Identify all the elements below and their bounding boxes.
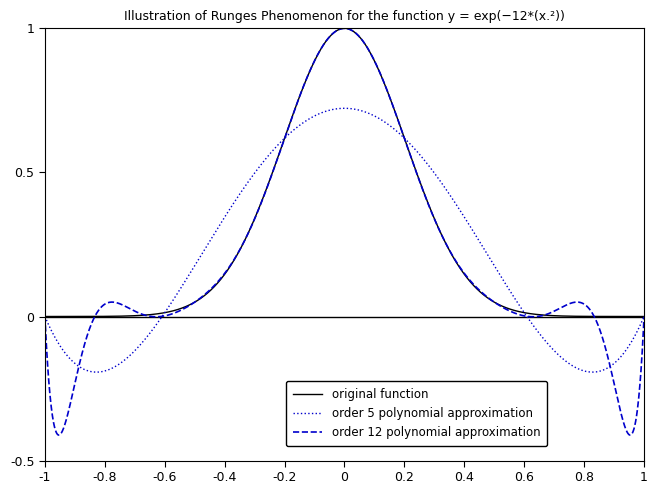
order 5 polynomial approximation: [623, 345, 631, 351]
order 12 polynomial approximation: [341, 25, 349, 31]
order 12 polynomial approximation: [332, 28, 340, 34]
order 12 polynomial approximation: [623, 429, 631, 435]
original function: [72, 314, 80, 320]
Title: Illustration of Runges Phenomenon for the function y = exp(−12*(x.²)): Illustration of Runges Phenomenon for th…: [124, 10, 565, 23]
order 5 polynomial approximation: [513, 299, 521, 305]
original function: [316, 47, 324, 53]
order 5 polynomial approximation: [332, 106, 340, 112]
original function: [332, 28, 340, 34]
order 12 polynomial approximation: [513, 311, 521, 317]
order 12 polynomial approximation: [55, 432, 63, 438]
order 5 polynomial approximation: [640, 314, 648, 320]
original function: [340, 25, 348, 31]
original function: [41, 314, 49, 320]
original function: [622, 314, 630, 320]
original function: [513, 308, 521, 314]
order 12 polynomial approximation: [41, 314, 49, 320]
order 12 polynomial approximation: [316, 46, 324, 52]
order 5 polynomial approximation: [41, 314, 49, 320]
original function: [623, 314, 631, 320]
original function: [640, 314, 648, 320]
order 5 polynomial approximation: [316, 110, 324, 116]
order 5 polynomial approximation: [623, 346, 631, 352]
order 12 polynomial approximation: [623, 429, 631, 435]
order 5 polynomial approximation: [72, 361, 80, 367]
Line: order 12 polynomial approximation: order 12 polynomial approximation: [45, 28, 644, 435]
order 12 polynomial approximation: [640, 314, 648, 320]
order 5 polynomial approximation: [93, 369, 101, 375]
Line: original function: original function: [45, 28, 644, 317]
order 5 polynomial approximation: [340, 105, 348, 111]
Line: order 5 polynomial approximation: order 5 polynomial approximation: [45, 108, 644, 372]
order 12 polynomial approximation: [72, 376, 80, 382]
Legend: original function, order 5 polynomial approximation, order 12 polynomial approxi: original function, order 5 polynomial ap…: [286, 381, 547, 446]
